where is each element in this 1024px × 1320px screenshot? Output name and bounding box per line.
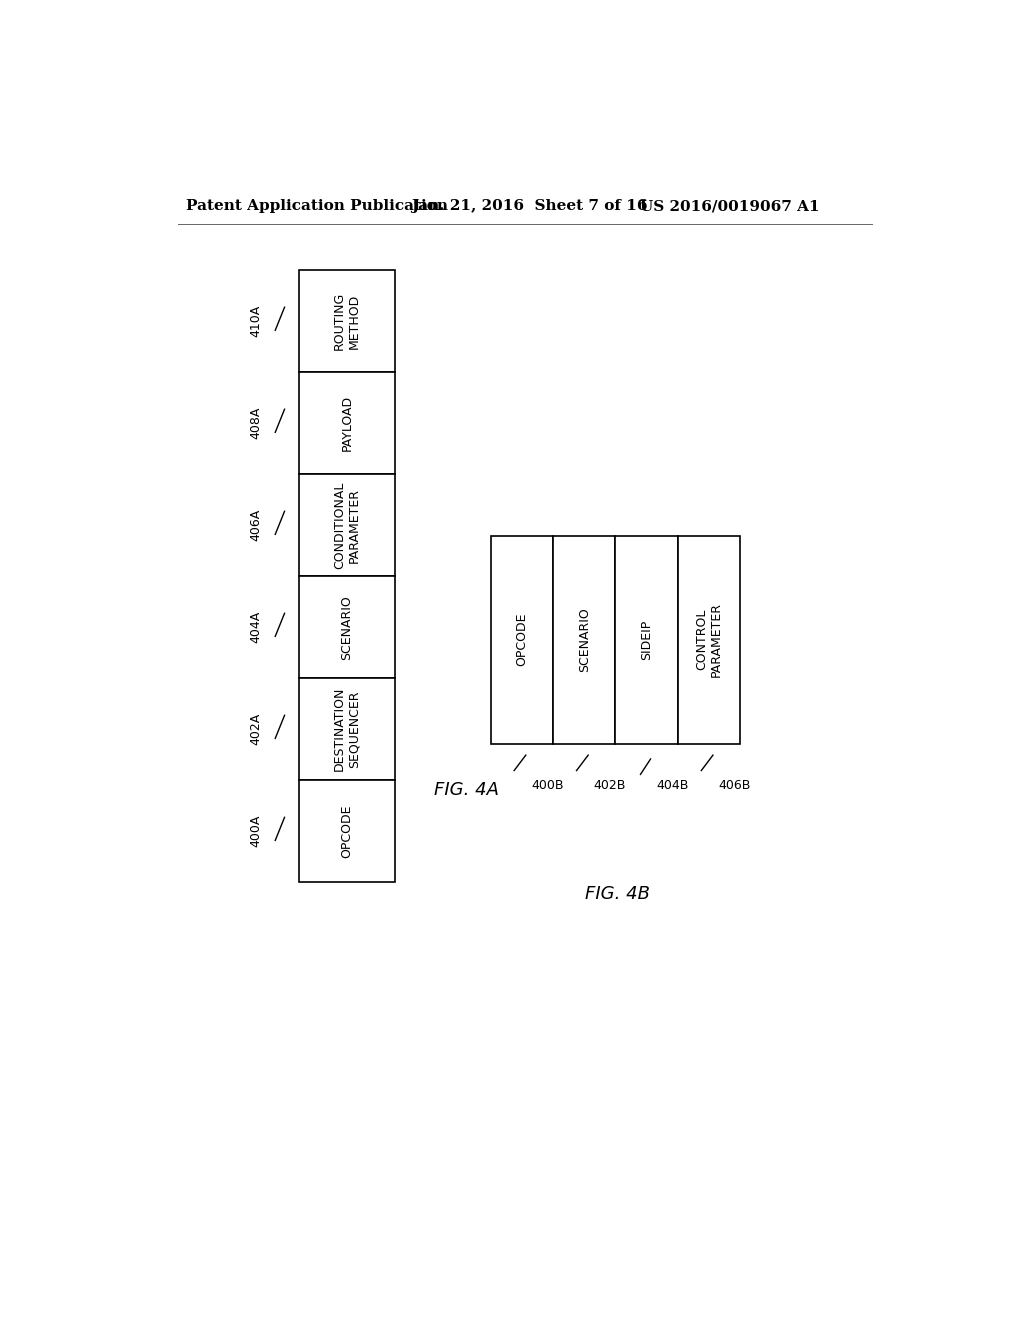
Bar	[299, 474, 395, 576]
Text: SCENARIO: SCENARIO	[340, 595, 353, 660]
Text: 402A: 402A	[250, 713, 262, 746]
Text: 408A: 408A	[250, 407, 262, 440]
Bar	[299, 780, 395, 882]
Bar	[490, 536, 553, 743]
Text: CONDITIONAL
PARAMETER: CONDITIONAL PARAMETER	[333, 482, 360, 569]
Text: FIG. 4B: FIG. 4B	[586, 884, 650, 903]
Text: 404B: 404B	[656, 779, 688, 792]
Bar	[299, 372, 395, 474]
Text: SIDEIP: SIDEIP	[640, 619, 653, 660]
Text: 402B: 402B	[594, 779, 626, 792]
Bar	[299, 271, 395, 372]
Text: DESTINATION
SEQUENCER: DESTINATION SEQUENCER	[333, 686, 360, 771]
Text: CONTROL
PARAMETER: CONTROL PARAMETER	[695, 602, 723, 677]
Text: FIG. 4A: FIG. 4A	[434, 781, 499, 799]
Text: 400A: 400A	[250, 814, 262, 847]
Text: Patent Application Publication: Patent Application Publication	[186, 199, 449, 213]
Bar	[678, 536, 740, 743]
Text: SCENARIO: SCENARIO	[578, 607, 591, 672]
Text: US 2016/0019067 A1: US 2016/0019067 A1	[640, 199, 819, 213]
Text: OPCODE: OPCODE	[515, 612, 528, 667]
Text: Jan. 21, 2016  Sheet 7 of 16: Jan. 21, 2016 Sheet 7 of 16	[411, 199, 647, 213]
Text: OPCODE: OPCODE	[340, 804, 353, 858]
Text: 406A: 406A	[250, 510, 262, 541]
Text: PAYLOAD: PAYLOAD	[340, 395, 353, 451]
Text: 400B: 400B	[531, 779, 563, 792]
Text: ROUTING
METHOD: ROUTING METHOD	[333, 292, 360, 350]
Bar	[615, 536, 678, 743]
Bar	[299, 576, 395, 678]
Bar	[299, 678, 395, 780]
Text: 406B: 406B	[719, 779, 751, 792]
Bar	[553, 536, 615, 743]
Text: 404A: 404A	[250, 611, 262, 643]
Text: 410A: 410A	[250, 305, 262, 337]
